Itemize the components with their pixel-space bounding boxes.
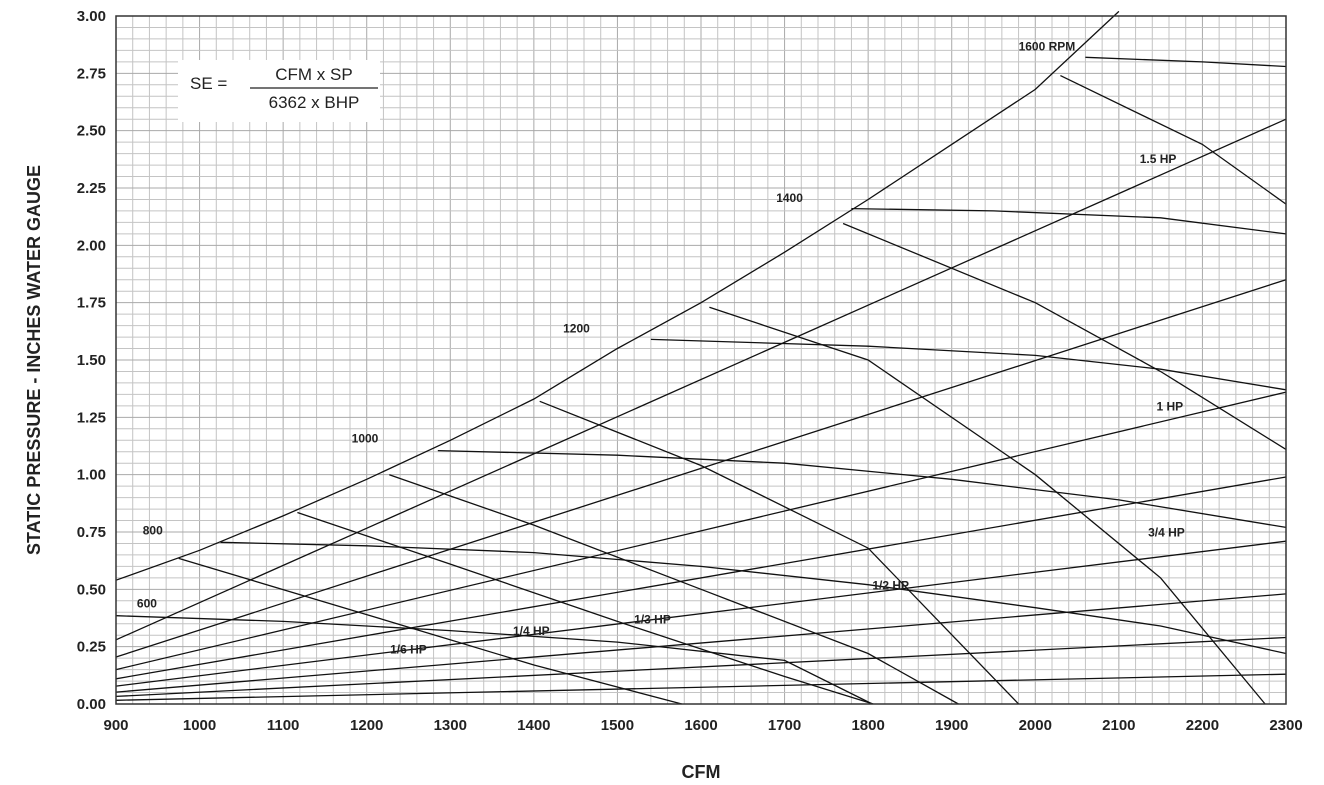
- rpm-curve: [437, 449, 1287, 529]
- y-tick-label: 3.00: [77, 8, 106, 25]
- hp-curve: [709, 306, 1266, 705]
- system-curve: [115, 279, 1287, 658]
- y-tick-label: 2.50: [77, 123, 106, 140]
- x-axis-title: CFM: [682, 762, 721, 782]
- x-tick-label: 1300: [434, 717, 467, 734]
- y-tick-label: 2.00: [77, 237, 106, 254]
- hp-curve: [297, 511, 874, 705]
- x-tick-label: 1400: [517, 717, 550, 734]
- rpm-curve: [115, 615, 873, 705]
- hp-curve: [842, 222, 1287, 450]
- curve-labels: 600 800 1000 1200 1400 1600 RPM 1/6 HP 1/4 HP 1/…: [137, 39, 1185, 656]
- x-tick-label: 1100: [267, 717, 300, 734]
- rpm-curve-label: 1600 RPM: [1019, 39, 1076, 53]
- formula-denominator: 6362 x BHP: [269, 93, 360, 112]
- max-efficiency-boundary-curve: [115, 10, 1120, 581]
- system-curve: [115, 540, 1287, 687]
- rpm-curve: [650, 338, 1287, 391]
- x-tick-label: 1000: [183, 717, 216, 734]
- plot-frame: [115, 15, 1287, 705]
- formula-background: [178, 60, 380, 122]
- x-tick-label: 1900: [935, 717, 968, 734]
- rpm-curve: [1085, 56, 1287, 68]
- system-curve: [115, 476, 1287, 680]
- formula-lhs: SE =: [190, 74, 227, 93]
- y-tick-label: 1.25: [77, 409, 106, 426]
- y-tick-label: 1.75: [77, 295, 106, 312]
- x-tick-label: 2100: [1102, 717, 1135, 734]
- hp-curve: [178, 557, 682, 705]
- curves: [115, 10, 1287, 705]
- x-tick-label: 2300: [1269, 717, 1302, 734]
- hp-curve: [1060, 75, 1287, 205]
- hp-curve-label: 1/4 HP: [513, 624, 550, 638]
- system-curve: [115, 593, 1287, 693]
- y-tick-label: 0.75: [77, 524, 106, 541]
- y-tick-label: 0.25: [77, 639, 106, 656]
- hp-curve-label: 1 HP: [1156, 399, 1183, 413]
- x-tick-label: 1800: [851, 717, 884, 734]
- rpm-curve-label: 600: [137, 597, 157, 611]
- rpm-curve-label: 800: [143, 523, 163, 537]
- rpm-curve-label: 1400: [776, 191, 803, 205]
- hp-curve-label: 1/6 HP: [390, 643, 427, 657]
- y-tick-label: 1.00: [77, 467, 106, 484]
- x-tick-label: 900: [103, 717, 128, 734]
- x-tick-label: 2000: [1019, 717, 1052, 734]
- rpm-curve-label: 1200: [563, 321, 590, 335]
- hp-curve-label: 1/2 HP: [872, 578, 909, 592]
- y-axis-ticks: 0.00 0.25 0.50 0.75 1.00 1.25 1.50 1.75 2.00 2.25…: [77, 8, 106, 713]
- system-curve: [115, 118, 1287, 641]
- x-axis-ticks: 900 1000 1100 1200 1300 1400 1500 1600 1700 1800 1…: [103, 717, 1302, 734]
- x-tick-label: 1600: [684, 717, 717, 734]
- y-tick-label: 0.50: [77, 581, 106, 598]
- x-tick-label: 1200: [350, 717, 383, 734]
- x-tick-label: 1500: [601, 717, 634, 734]
- system-curve: [115, 673, 1287, 701]
- y-tick-label: 2.25: [77, 180, 106, 197]
- y-tick-label: 2.75: [77, 65, 106, 82]
- rpm-curve: [851, 207, 1287, 235]
- hp-curve: [539, 400, 1020, 705]
- x-tick-label: 1700: [768, 717, 801, 734]
- hp-curve-label: 1/3 HP: [634, 613, 671, 627]
- system-curve: [115, 636, 1287, 698]
- hp-curve-label: 3/4 HP: [1148, 526, 1185, 540]
- x-tick-label: 2200: [1186, 717, 1219, 734]
- rpm-curve: [220, 541, 1287, 655]
- y-tick-label: 0.00: [77, 696, 106, 713]
- y-tick-label: 1.50: [77, 352, 106, 369]
- formula-box: SE = CFM x SP 6362 x BHP: [178, 60, 380, 122]
- hp-curve: [389, 474, 959, 705]
- rpm-curve-label: 1000: [352, 432, 379, 446]
- hp-curve-label: 1.5 HP: [1140, 152, 1177, 166]
- y-axis-title: STATIC PRESSURE - INCHES WATER GAUGE: [24, 165, 44, 555]
- formula-numerator: CFM x SP: [275, 65, 352, 84]
